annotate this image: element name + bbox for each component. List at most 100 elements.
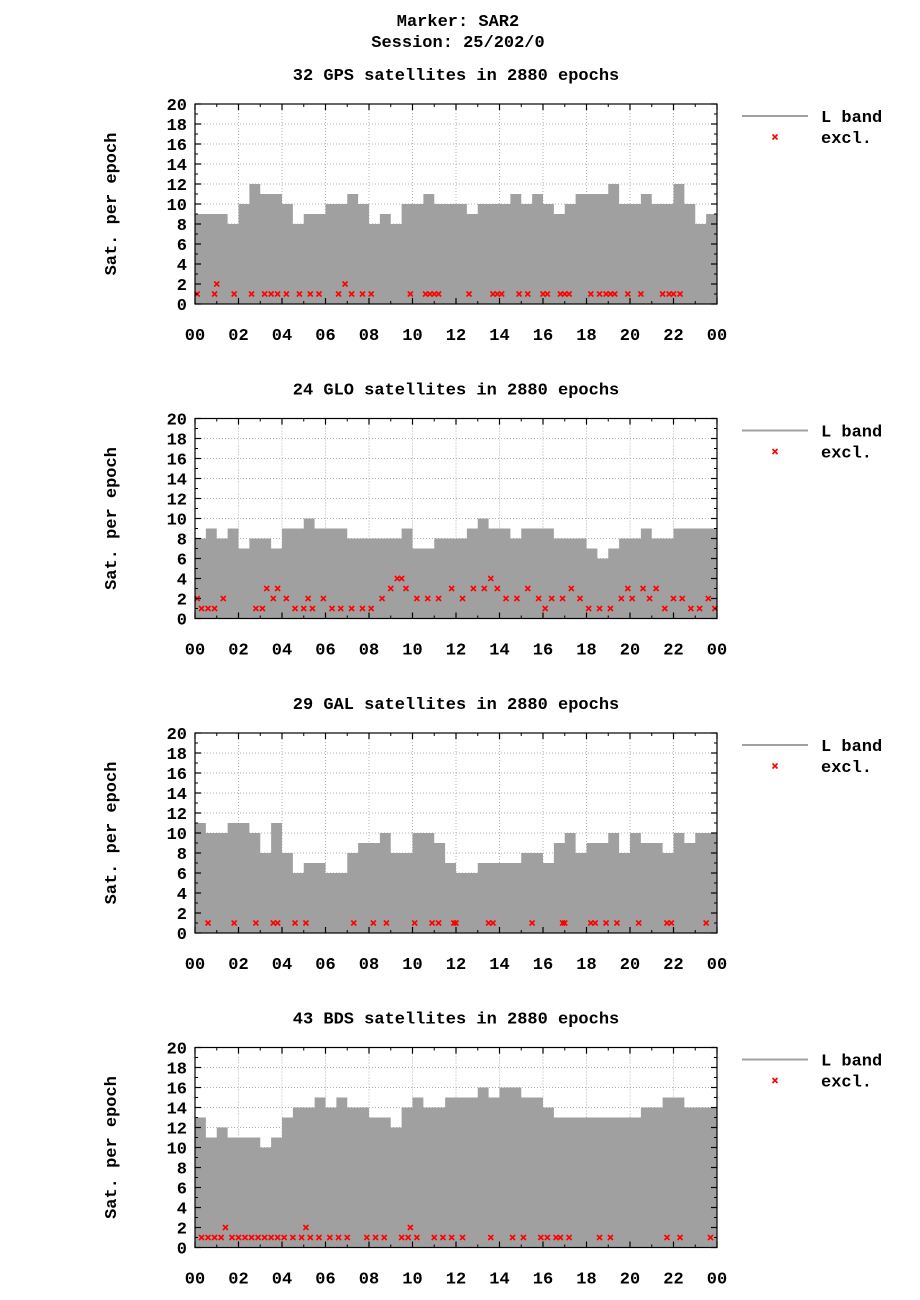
excluded-marker bbox=[274, 919, 281, 927]
chart-title: 29 GAL satellites in 2880 epochs bbox=[293, 696, 619, 715]
excluded-marker bbox=[587, 290, 594, 298]
excluded-marker bbox=[566, 1234, 573, 1241]
y-tick-label: 20 bbox=[167, 412, 187, 431]
excluded-marker bbox=[544, 290, 551, 298]
excluded-marker bbox=[228, 1234, 236, 1241]
y-tick-label: 4 bbox=[177, 886, 187, 905]
legend-marker-swatch bbox=[771, 1077, 779, 1084]
excluded-marker bbox=[309, 605, 316, 612]
excluded-marker bbox=[696, 605, 703, 612]
y-tick-label: 10 bbox=[167, 826, 187, 845]
y-tick-label: 8 bbox=[177, 217, 187, 236]
excluded-marker bbox=[450, 919, 457, 927]
legend-line-label: L band bbox=[821, 109, 882, 128]
chart-title: 24 GLO satellites in 2880 epochs bbox=[293, 382, 619, 401]
y-axis-label: Sat. per epoch bbox=[103, 762, 122, 905]
x-tick-label: 16 bbox=[533, 1271, 553, 1290]
excluded-marker bbox=[315, 1234, 323, 1241]
x-tick-label: 12 bbox=[446, 1271, 466, 1290]
x-tick-label: 00 bbox=[185, 642, 205, 661]
legend-marker-label: excl. bbox=[821, 1074, 872, 1093]
excluded-marker bbox=[487, 575, 494, 582]
y-tick-label: 16 bbox=[167, 1081, 187, 1100]
y-tick-label: 6 bbox=[177, 237, 187, 256]
excluded-marker bbox=[524, 585, 531, 592]
panels: 32 GPS satellites in 2880 epochs02468101… bbox=[103, 67, 882, 1290]
excluded-marker bbox=[676, 1234, 684, 1241]
y-tick-label: 8 bbox=[177, 1161, 187, 1180]
y-tick-label: 14 bbox=[167, 786, 187, 805]
excluded-marker bbox=[261, 1234, 268, 1241]
excluded-marker bbox=[679, 595, 686, 602]
x-tick-label: 02 bbox=[228, 956, 248, 975]
excluded-marker bbox=[300, 605, 307, 612]
excluded-marker bbox=[315, 290, 323, 298]
x-tick-label: 04 bbox=[272, 956, 292, 975]
excluded-marker bbox=[381, 1234, 388, 1241]
excluded-marker bbox=[383, 919, 390, 927]
legend-line-label: L band bbox=[821, 738, 882, 757]
excluded-marker bbox=[513, 595, 520, 602]
excluded-marker bbox=[281, 1234, 288, 1241]
excluded-marker bbox=[261, 290, 268, 298]
excluded-marker bbox=[296, 290, 303, 298]
x-tick-label: 02 bbox=[228, 642, 248, 661]
excluded-marker bbox=[241, 1234, 249, 1241]
excluded-marker bbox=[424, 595, 431, 602]
excluded-marker bbox=[524, 290, 531, 298]
x-tick-label: 00 bbox=[707, 956, 727, 975]
excluded-marker bbox=[520, 1234, 527, 1241]
excluded-marker bbox=[305, 595, 312, 602]
y-tick-label: 16 bbox=[167, 766, 187, 785]
y-tick-label: 14 bbox=[167, 472, 187, 491]
excluded-marker bbox=[494, 585, 501, 592]
y-tick-label: 10 bbox=[167, 1141, 187, 1160]
excluded-marker bbox=[566, 290, 573, 298]
excluded-marker bbox=[274, 290, 281, 298]
excluded-marker bbox=[465, 290, 473, 298]
excluded-marker bbox=[402, 585, 410, 592]
excluded-marker bbox=[344, 1234, 351, 1241]
excluded-marker bbox=[481, 585, 488, 592]
excluded-marker bbox=[596, 605, 603, 612]
x-tick-label: 14 bbox=[489, 956, 509, 975]
x-tick-label: 00 bbox=[707, 642, 727, 661]
excluded-marker bbox=[302, 1224, 309, 1231]
excluded-marker bbox=[568, 585, 575, 592]
excluded-marker bbox=[342, 280, 349, 288]
excluded-marker bbox=[413, 595, 420, 602]
excluded-marker bbox=[387, 585, 394, 592]
x-tick-label: 14 bbox=[489, 327, 509, 346]
y-tick-label: 18 bbox=[167, 746, 187, 765]
excluded-marker bbox=[637, 290, 644, 298]
excluded-marker bbox=[218, 1234, 225, 1241]
excluded-marker bbox=[252, 919, 259, 927]
excluded-marker bbox=[407, 1224, 414, 1231]
y-tick-label: 0 bbox=[177, 926, 187, 945]
excluded-marker bbox=[435, 290, 442, 298]
excluded-marker bbox=[561, 919, 568, 927]
excluded-marker bbox=[231, 919, 238, 927]
excluded-marker bbox=[302, 919, 309, 927]
excluded-marker bbox=[585, 605, 592, 612]
y-tick-label: 2 bbox=[177, 277, 187, 296]
x-tick-label: 04 bbox=[272, 642, 292, 661]
l-band-area bbox=[195, 518, 717, 619]
excluded-marker bbox=[498, 290, 505, 298]
x-tick-label: 00 bbox=[185, 1271, 205, 1290]
excluded-marker bbox=[557, 1234, 564, 1241]
excluded-marker bbox=[603, 919, 610, 927]
y-tick-label: 2 bbox=[177, 906, 187, 925]
excluded-marker bbox=[320, 595, 327, 602]
excluded-marker bbox=[348, 605, 355, 612]
excluded-marker bbox=[270, 595, 277, 602]
excluded-marker bbox=[431, 1234, 438, 1241]
x-tick-label: 04 bbox=[272, 1271, 292, 1290]
y-tick-label: 4 bbox=[177, 572, 187, 591]
excluded-marker bbox=[624, 585, 631, 592]
excluded-marker bbox=[368, 605, 375, 612]
x-tick-label: 08 bbox=[359, 956, 379, 975]
y-tick-label: 14 bbox=[167, 1101, 187, 1120]
excluded-marker bbox=[452, 919, 460, 927]
excluded-marker bbox=[411, 919, 418, 927]
